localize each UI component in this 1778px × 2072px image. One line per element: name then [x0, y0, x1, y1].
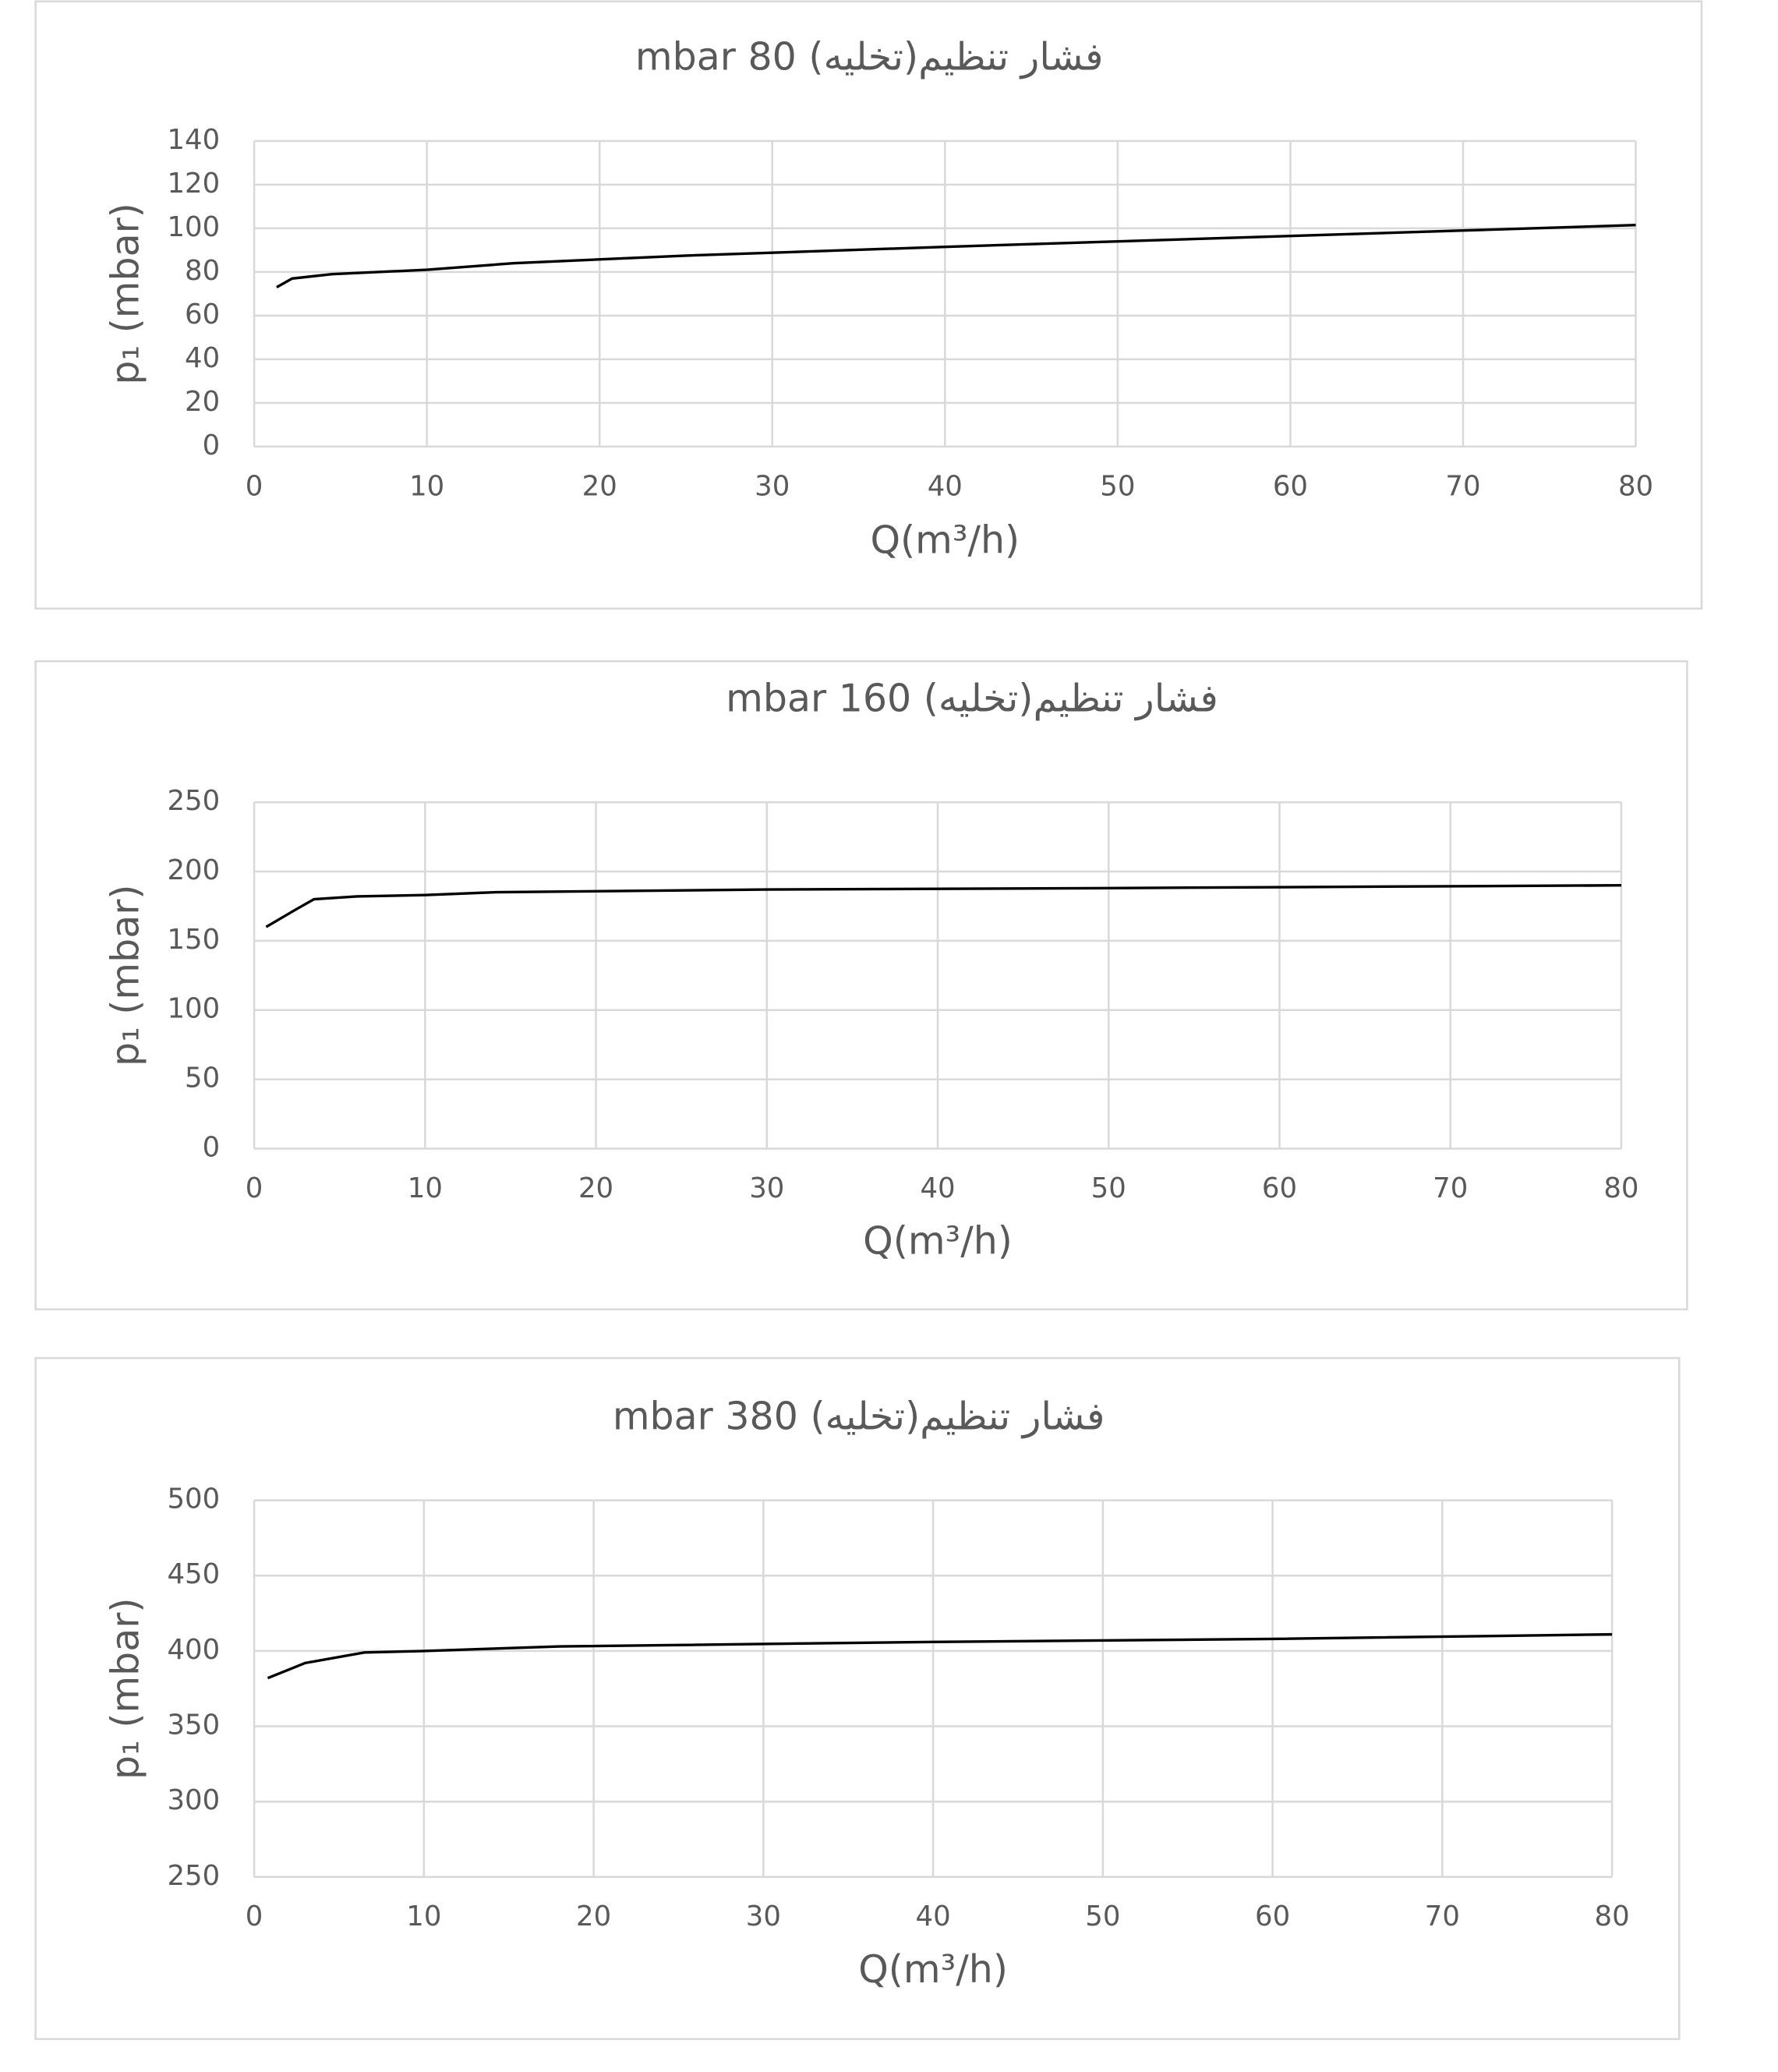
x-tick-label: 10 — [409, 470, 444, 502]
data-line — [265, 884, 1621, 928]
x-tick-label: 30 — [749, 1172, 784, 1204]
y-tick-label: 0 — [203, 430, 221, 461]
x-tick-label: 30 — [755, 470, 790, 502]
chart-frame — [34, 660, 1688, 1310]
y-tick-label: 150 — [167, 924, 220, 956]
y-tick-label: 100 — [167, 211, 220, 243]
data-line — [276, 224, 1636, 288]
y-tick-label: 300 — [167, 1784, 220, 1816]
x-tick-label: 60 — [1273, 470, 1308, 502]
x-axis-label: Q(m³/h) — [870, 518, 1020, 563]
y-tick-label: 80 — [185, 255, 220, 287]
x-tick-label: 0 — [246, 1172, 263, 1204]
chart-frame — [34, 1356, 1681, 2040]
x-tick-label: 40 — [916, 1901, 951, 1932]
x-tick-label: 60 — [1262, 1172, 1297, 1204]
x-tick-label: 40 — [920, 1172, 955, 1204]
x-tick-label: 0 — [246, 1901, 263, 1932]
y-tick-label: 40 — [185, 342, 220, 374]
y-tick-label: 250 — [167, 1860, 220, 1892]
x-tick-label: 70 — [1425, 1901, 1460, 1932]
x-tick-label: 70 — [1433, 1172, 1468, 1204]
x-tick-label: 10 — [406, 1901, 441, 1932]
x-tick-label: 50 — [1091, 1172, 1126, 1204]
x-tick-label: 10 — [408, 1172, 443, 1204]
x-tick-label: 0 — [246, 470, 263, 502]
x-tick-label: 40 — [928, 470, 963, 502]
x-tick-label: 80 — [1603, 1172, 1638, 1204]
x-tick-label: 20 — [578, 1172, 613, 1204]
x-tick-label: 20 — [582, 470, 617, 502]
y-tick-label: 400 — [167, 1634, 220, 1666]
y-axis-label: p₁ (mbar) — [103, 203, 147, 385]
y-axis-label: p₁ (mbar) — [103, 1597, 147, 1780]
y-tick-label: 60 — [185, 299, 220, 331]
x-tick-label: 60 — [1255, 1901, 1290, 1932]
x-axis-label: Q(m³/h) — [863, 1219, 1013, 1264]
x-tick-label: 50 — [1085, 1901, 1120, 1932]
y-tick-label: 0 — [203, 1131, 221, 1163]
y-tick-label: 50 — [185, 1063, 220, 1094]
chart-title: فشار تنظیم(تخلیه) 380 mbar — [613, 1394, 1105, 1438]
x-tick-label: 70 — [1445, 470, 1480, 502]
y-tick-label: 120 — [167, 168, 220, 200]
x-axis-label: Q(m³/h) — [858, 1947, 1008, 1992]
y-tick-label: 20 — [185, 386, 220, 418]
x-tick-label: 80 — [1618, 470, 1653, 502]
y-tick-label: 500 — [167, 1483, 220, 1515]
chart-title: فشار تنظیم(تخلیه) 160 mbar — [726, 676, 1218, 720]
chart-frame — [34, 0, 1703, 610]
y-tick-label: 450 — [167, 1558, 220, 1590]
y-tick-label: 250 — [167, 785, 220, 817]
y-axis-label: p₁ (mbar) — [103, 885, 147, 1067]
x-tick-label: 50 — [1100, 470, 1135, 502]
x-tick-label: 80 — [1595, 1901, 1630, 1932]
y-tick-label: 350 — [167, 1710, 220, 1741]
y-tick-label: 200 — [167, 854, 220, 886]
y-tick-label: 100 — [167, 993, 220, 1025]
data-line — [267, 1632, 1613, 1680]
y-tick-label: 140 — [167, 124, 220, 156]
x-tick-label: 20 — [576, 1901, 611, 1932]
chart-title: فشار تنظیم(تخلیه) 80 mbar — [635, 35, 1103, 80]
x-tick-label: 30 — [746, 1901, 781, 1932]
